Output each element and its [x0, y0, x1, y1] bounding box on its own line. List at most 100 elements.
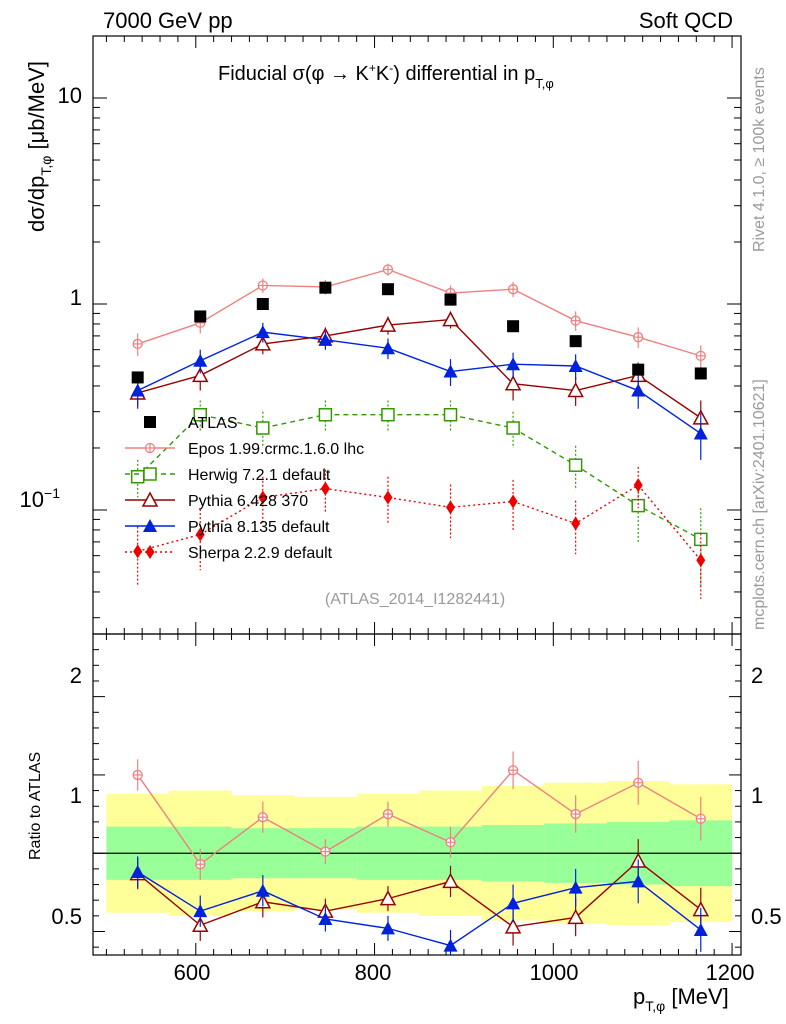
legend-label-1: Herwig 7.2.1 default	[188, 467, 331, 484]
series-1-marker	[318, 407, 333, 422]
series-3-marker	[193, 353, 208, 367]
ratio-series-2-marker	[442, 872, 459, 889]
title-mid: K	[376, 63, 390, 85]
series-4-marker	[195, 527, 205, 542]
series-2-marker	[567, 381, 584, 398]
header-right: Soft QCD	[639, 8, 733, 33]
atlas-data-point	[444, 293, 457, 306]
series-3-marker	[631, 383, 646, 397]
series-1-marker	[256, 421, 270, 435]
series-4-marker	[446, 500, 456, 515]
x-axis-title: pT,φ [MeV]	[633, 984, 729, 1014]
legend: ATLAS Epos 1.99.crmc.1.6.0 lhc Herwig 7.2.…	[125, 415, 364, 562]
title-sup1: +	[369, 61, 376, 75]
y-tick-exp: −1	[44, 485, 60, 501]
y-tick-label-0.1: 10−1	[20, 485, 61, 512]
legend-label-0: Epos 1.99.crmc.1.6.0 lhc	[188, 441, 364, 458]
main-plot-panel	[92, 35, 742, 635]
series-4-marker	[633, 478, 643, 493]
ratio-series-2-line	[137, 860, 702, 928]
mcplots-note: mcplots.cern.ch [arXiv:2401.10621]	[751, 379, 768, 630]
atlas-data-point	[694, 367, 707, 380]
series-3-marker	[380, 341, 395, 355]
ratio-series-3-marker	[318, 911, 333, 925]
ratio-series-3-marker	[631, 874, 646, 888]
ratio-tick-label-1: 1	[70, 783, 82, 808]
y-axis-title-sub: T,φ	[38, 156, 54, 176]
series-3-marker	[443, 364, 458, 378]
title-main: Fiducial σ(φ → K	[218, 63, 370, 85]
y-axis-title: dσ/dpT,φ [μb/MeV]	[24, 61, 54, 232]
series-4-marker	[571, 516, 581, 531]
legend-label-3: Pythia 8.135 default	[188, 519, 330, 536]
ratio-series-3-line	[137, 871, 702, 947]
title-sub: T,φ	[535, 76, 554, 91]
series-1-line	[137, 413, 702, 540]
atlas-data-point	[569, 335, 582, 348]
ratio-tick-label-right-1: 1	[751, 783, 763, 808]
y-axis-title-unit: [μb/MeV]	[24, 61, 49, 156]
ratio-plot-panel	[92, 633, 742, 956]
atlas-data-point	[507, 320, 520, 333]
ratio-series-3-marker	[193, 904, 208, 918]
y-axis-title-main: dσ/dp	[24, 176, 49, 232]
series-4-marker	[696, 553, 706, 568]
series-0-line	[137, 268, 701, 357]
series-1-marker	[631, 498, 645, 513]
x-tick-label-600: 600	[174, 960, 211, 985]
atlas-data-point	[381, 283, 394, 296]
series-1-marker	[506, 421, 520, 435]
x-tick-label-800: 800	[355, 960, 392, 985]
atlas-data-point	[632, 363, 645, 376]
series-3-line	[137, 331, 702, 435]
legend-marker-atlas	[144, 416, 156, 428]
series-2-marker	[442, 311, 459, 327]
atlas-data-point	[194, 310, 207, 323]
ratio-series-3-marker	[443, 938, 458, 952]
series-3-marker	[568, 359, 583, 373]
analysis-id: (ATLAS_2014_I1282441)	[325, 591, 505, 608]
series-2-line	[137, 318, 702, 419]
header-left: 7000 GeV pp	[103, 8, 233, 33]
series-1-marker	[443, 407, 458, 422]
series-3-marker	[693, 426, 708, 440]
title-tail: ) differential in p	[393, 63, 535, 85]
ratio-series-3-marker	[255, 883, 270, 897]
series-1-marker	[381, 407, 395, 422]
series-3-marker	[506, 357, 521, 371]
y-tick-base: 10	[20, 487, 44, 512]
x-tick-label-1000: 1000	[530, 960, 579, 985]
series-3-marker	[255, 325, 270, 339]
series-1-marker	[193, 407, 208, 422]
ratio-series-0-line	[137, 769, 702, 866]
legend-label-2: Pythia 6.428 370	[188, 493, 308, 510]
ratio-series-3-marker	[380, 921, 395, 935]
atlas-data-point	[131, 371, 144, 384]
legend-label-4: Sherpa 2.2.9 default	[188, 545, 333, 562]
series-1-marker	[130, 469, 145, 484]
ratio-tick-label-0.5: 0.5	[51, 904, 82, 929]
series-4-marker	[258, 490, 268, 505]
y-tick-label-10: 10	[58, 83, 82, 108]
x-axis-title-unit: [MeV]	[665, 984, 729, 1009]
y-tick-label-1: 1	[70, 285, 82, 310]
series-4-marker	[320, 481, 330, 496]
series-2-marker	[254, 335, 272, 351]
ratio-series-3-marker	[693, 922, 708, 936]
ratio-tick-label-right-0.5: 0.5	[751, 904, 782, 929]
series-3-marker	[318, 332, 333, 346]
series-2-marker	[379, 316, 397, 332]
series-4-marker	[383, 490, 393, 505]
legend-label-atlas: ATLAS	[188, 415, 238, 432]
legend-marker-4	[145, 545, 155, 559]
ratio-series-2-marker	[379, 890, 397, 906]
series-1-marker	[568, 458, 583, 472]
ratio-series-2-marker	[567, 908, 584, 925]
series-2-marker	[504, 375, 522, 391]
x-axis-title-main: p	[633, 984, 645, 1009]
ratio-tick-label-right-2: 2	[751, 663, 763, 688]
ratio-series-3-marker	[506, 896, 521, 910]
legend-marker-2	[141, 491, 159, 507]
ratio-frame	[92, 633, 742, 956]
